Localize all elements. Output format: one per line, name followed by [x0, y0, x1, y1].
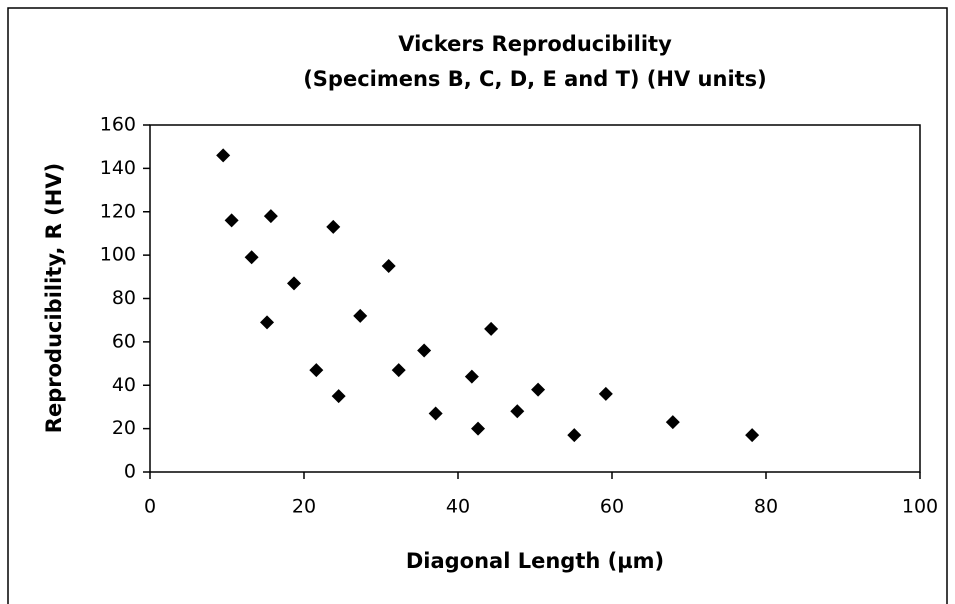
point: [417, 343, 432, 358]
y-tick-label: 0: [124, 461, 136, 483]
x-axis-label: Diagonal Length (µm): [406, 549, 664, 573]
point: [484, 321, 499, 336]
point: [598, 386, 613, 401]
point: [216, 148, 231, 163]
point: [567, 428, 582, 443]
y-axis-label: Reproducibility, R (HV): [42, 163, 66, 433]
point: [326, 219, 341, 234]
point: [286, 276, 301, 291]
x-tick-label: 80: [754, 496, 778, 518]
x-tick-label: 60: [600, 496, 624, 518]
point: [309, 363, 324, 378]
y-tick-label: 160: [100, 114, 136, 136]
y-tick-label: 100: [100, 244, 136, 266]
x-tick-label: 40: [446, 496, 470, 518]
point: [381, 258, 396, 273]
y-tick-label: 60: [112, 330, 136, 352]
point: [391, 363, 406, 378]
chart-subtitle: (Specimens B, C, D, E and T) (HV units): [303, 67, 767, 91]
point: [745, 428, 760, 443]
point: [471, 421, 486, 436]
point: [665, 415, 680, 430]
x-tick-label: 20: [292, 496, 316, 518]
point: [263, 209, 278, 224]
point: [244, 250, 259, 265]
y-tick-label: 80: [112, 287, 136, 309]
chart-frame: [7, 7, 948, 604]
y-tick-label: 20: [112, 417, 136, 439]
point: [428, 406, 443, 421]
chart-title: Vickers Reproducibility: [398, 32, 672, 56]
point: [353, 308, 368, 323]
y-tick-label: 40: [112, 374, 136, 396]
x-tick-label: 0: [144, 496, 156, 518]
point: [510, 404, 525, 419]
point: [260, 315, 275, 330]
x-tick-label: 100: [902, 496, 938, 518]
y-tick-label: 140: [100, 157, 136, 179]
point: [331, 389, 346, 404]
plot-area: [149, 124, 921, 473]
point: [464, 369, 479, 384]
point: [531, 382, 546, 397]
y-tick-label: 120: [100, 200, 136, 222]
point: [224, 213, 239, 228]
